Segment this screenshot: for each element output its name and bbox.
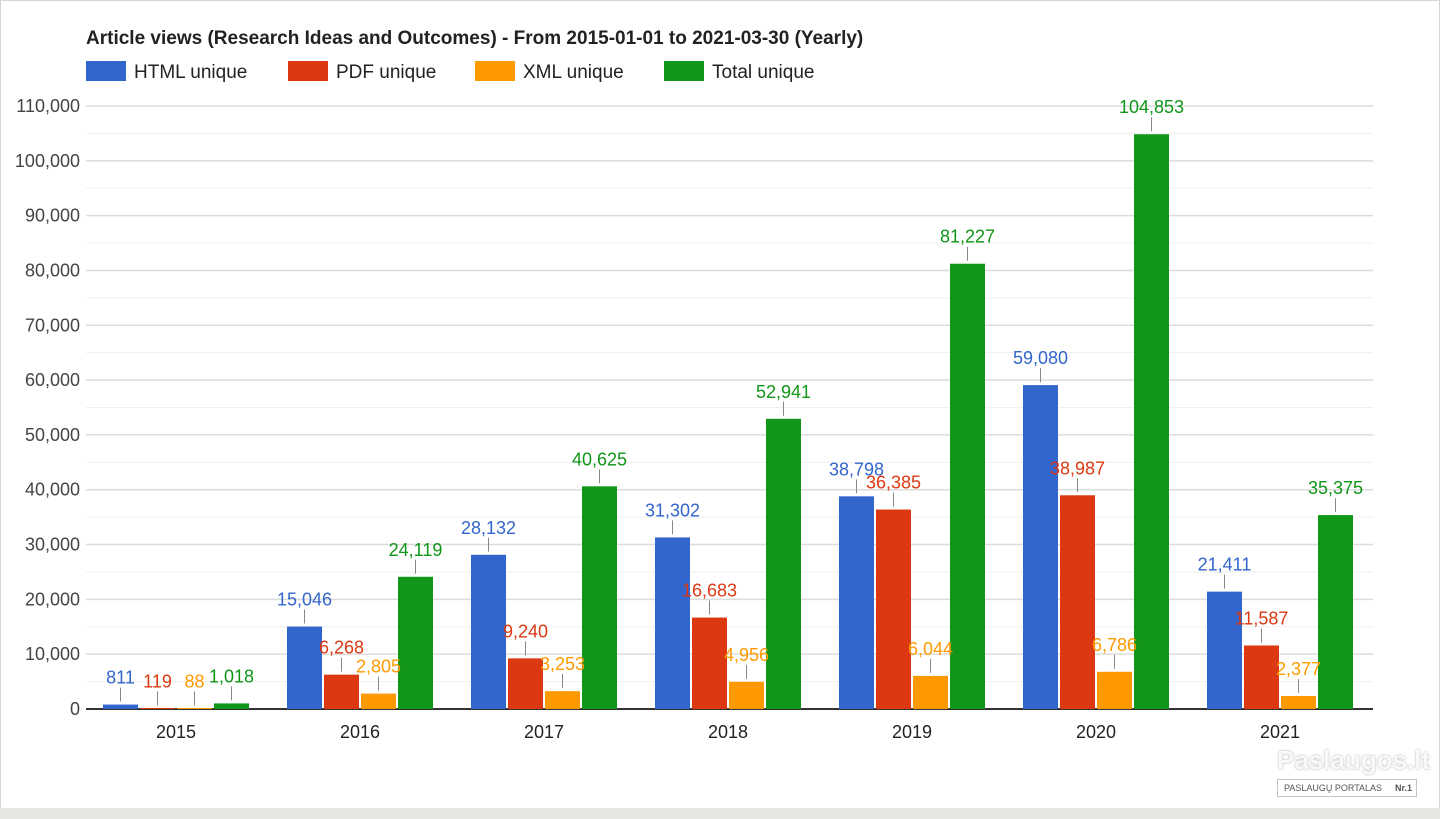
x-tick-label: 2020: [1076, 722, 1116, 742]
x-tick-label: 2017: [524, 722, 564, 742]
data-label: 31,302: [645, 500, 700, 520]
data-label: 6,268: [319, 638, 364, 658]
bar-xml-unique-2021: [1281, 695, 1316, 709]
data-label: 119: [143, 671, 172, 691]
bar-xml-unique-2015: [177, 708, 212, 709]
data-label: 3,253: [540, 654, 585, 674]
bar-pdf-unique-2020: [1060, 495, 1095, 709]
bottom-band: [0, 808, 1440, 818]
chart-legend: HTML unique PDF unique XML unique Total uni…: [86, 61, 814, 83]
data-label: 6,044: [908, 639, 953, 659]
data-label: 6,786: [1092, 635, 1137, 655]
bar-html-unique-2018: [655, 537, 690, 709]
bar-total-unique-2019: [950, 263, 985, 709]
legend-label: XML unique: [523, 62, 624, 83]
bar-xml-unique-2020: [1097, 671, 1132, 709]
bar-html-unique-2021: [1207, 591, 1242, 709]
data-label: 21,411: [1198, 555, 1252, 575]
y-tick-label: 20,000: [25, 589, 80, 609]
bar-pdf-unique-2016: [324, 674, 359, 709]
y-tick-label: 70,000: [25, 315, 80, 335]
bar-pdf-unique-2021: [1244, 645, 1279, 709]
y-tick-label: 110,000: [16, 96, 80, 116]
data-label: 811: [106, 668, 135, 688]
bar-pdf-unique-2019: [876, 509, 911, 709]
y-tick-label: 80,000: [25, 260, 80, 280]
data-label: 28,132: [461, 518, 516, 538]
x-tick-label: 2018: [708, 722, 748, 742]
y-tick-label: 100,000: [15, 151, 80, 171]
bar-total-unique-2017: [582, 486, 617, 709]
bar-pdf-unique-2015: [140, 708, 175, 709]
legend-label: HTML unique: [134, 62, 247, 83]
data-label: 24,119: [389, 540, 443, 560]
watermark-tagline-box: PASLAUGŲ PORTALAS Nr.1: [1277, 779, 1417, 797]
data-label: 104,853: [1119, 97, 1184, 117]
bar-html-unique-2020: [1023, 385, 1058, 709]
y-tick-label: 0: [70, 699, 80, 719]
legend-swatch-total-unique: [664, 61, 704, 81]
bar-html-unique-2017: [471, 554, 506, 709]
x-tick-label: 2015: [156, 722, 196, 742]
bars: [103, 134, 1353, 710]
legend-label: PDF unique: [336, 62, 436, 83]
bar-xml-unique-2017: [545, 691, 580, 709]
legend-swatch-xml-unique: [475, 61, 515, 81]
bar-html-unique-2019: [839, 496, 874, 709]
bar-total-unique-2020: [1134, 134, 1169, 710]
paslaugos-watermark: Paslaugos.lt PASLAUGŲ PORTALAS Nr.1: [1277, 745, 1431, 799]
data-label: 2,805: [356, 657, 401, 677]
bar-total-unique-2018: [766, 418, 801, 709]
bar-xml-unique-2016: [361, 693, 396, 709]
y-tick-label: 10,000: [25, 644, 80, 664]
data-label: 15,046: [277, 590, 332, 610]
bar-html-unique-2015: [103, 704, 138, 709]
data-label: 40,625: [572, 449, 627, 469]
bar-xml-unique-2019: [913, 675, 948, 709]
data-label: 81,227: [940, 227, 995, 247]
data-label: 59,080: [1013, 348, 1068, 368]
legend-label: Total unique: [712, 62, 814, 83]
bar-total-unique-2021: [1318, 515, 1353, 709]
chart-title: Article views (Research Ideas and Outcom…: [86, 28, 863, 49]
legend-swatch-html-unique: [86, 61, 126, 81]
data-label: 9,240: [503, 621, 548, 641]
watermark-brand: Paslaugos.lt: [1277, 745, 1431, 775]
watermark-badge: Nr.1: [1394, 783, 1412, 793]
data-label: 11,587: [1235, 608, 1289, 628]
data-label: 52,941: [756, 382, 811, 402]
data-label: 35,375: [1308, 478, 1363, 498]
data-label: 38,987: [1050, 458, 1105, 478]
bar-html-unique-2016: [287, 626, 322, 709]
data-label: 88: [184, 672, 204, 692]
y-tick-label: 40,000: [25, 480, 80, 500]
x-tick-label: 2019: [892, 722, 932, 742]
bar-total-unique-2016: [398, 576, 433, 709]
data-label: 1,018: [209, 666, 254, 686]
data-label: 2,377: [1276, 659, 1321, 679]
legend-swatch-pdf-unique: [288, 61, 328, 81]
data-label: 38,798: [829, 459, 884, 479]
x-tick-label: 2016: [340, 722, 380, 742]
data-label: 16,683: [682, 581, 737, 601]
y-tick-label: 30,000: [25, 535, 80, 555]
bar-pdf-unique-2018: [692, 617, 727, 709]
bar-total-unique-2015: [214, 703, 249, 709]
bar-pdf-unique-2017: [508, 658, 543, 709]
y-tick-label: 50,000: [25, 425, 80, 445]
gridlines: [86, 105, 1373, 710]
x-axis: 2015 2016 2017 2018 2019 2020 2021: [156, 722, 1300, 742]
y-tick-label: 60,000: [25, 370, 80, 390]
y-axis: 0 10,000 20,000 30,000 40,000 50,000 60,000 70,…: [15, 96, 80, 719]
y-tick-label: 90,000: [25, 206, 80, 226]
data-label: 4,956: [724, 645, 769, 665]
watermark-tagline: PASLAUGŲ PORTALAS: [1284, 783, 1383, 793]
bar-xml-unique-2018: [729, 681, 764, 709]
data-label: 36,385: [866, 473, 921, 493]
x-tick-label: 2021: [1260, 722, 1300, 742]
